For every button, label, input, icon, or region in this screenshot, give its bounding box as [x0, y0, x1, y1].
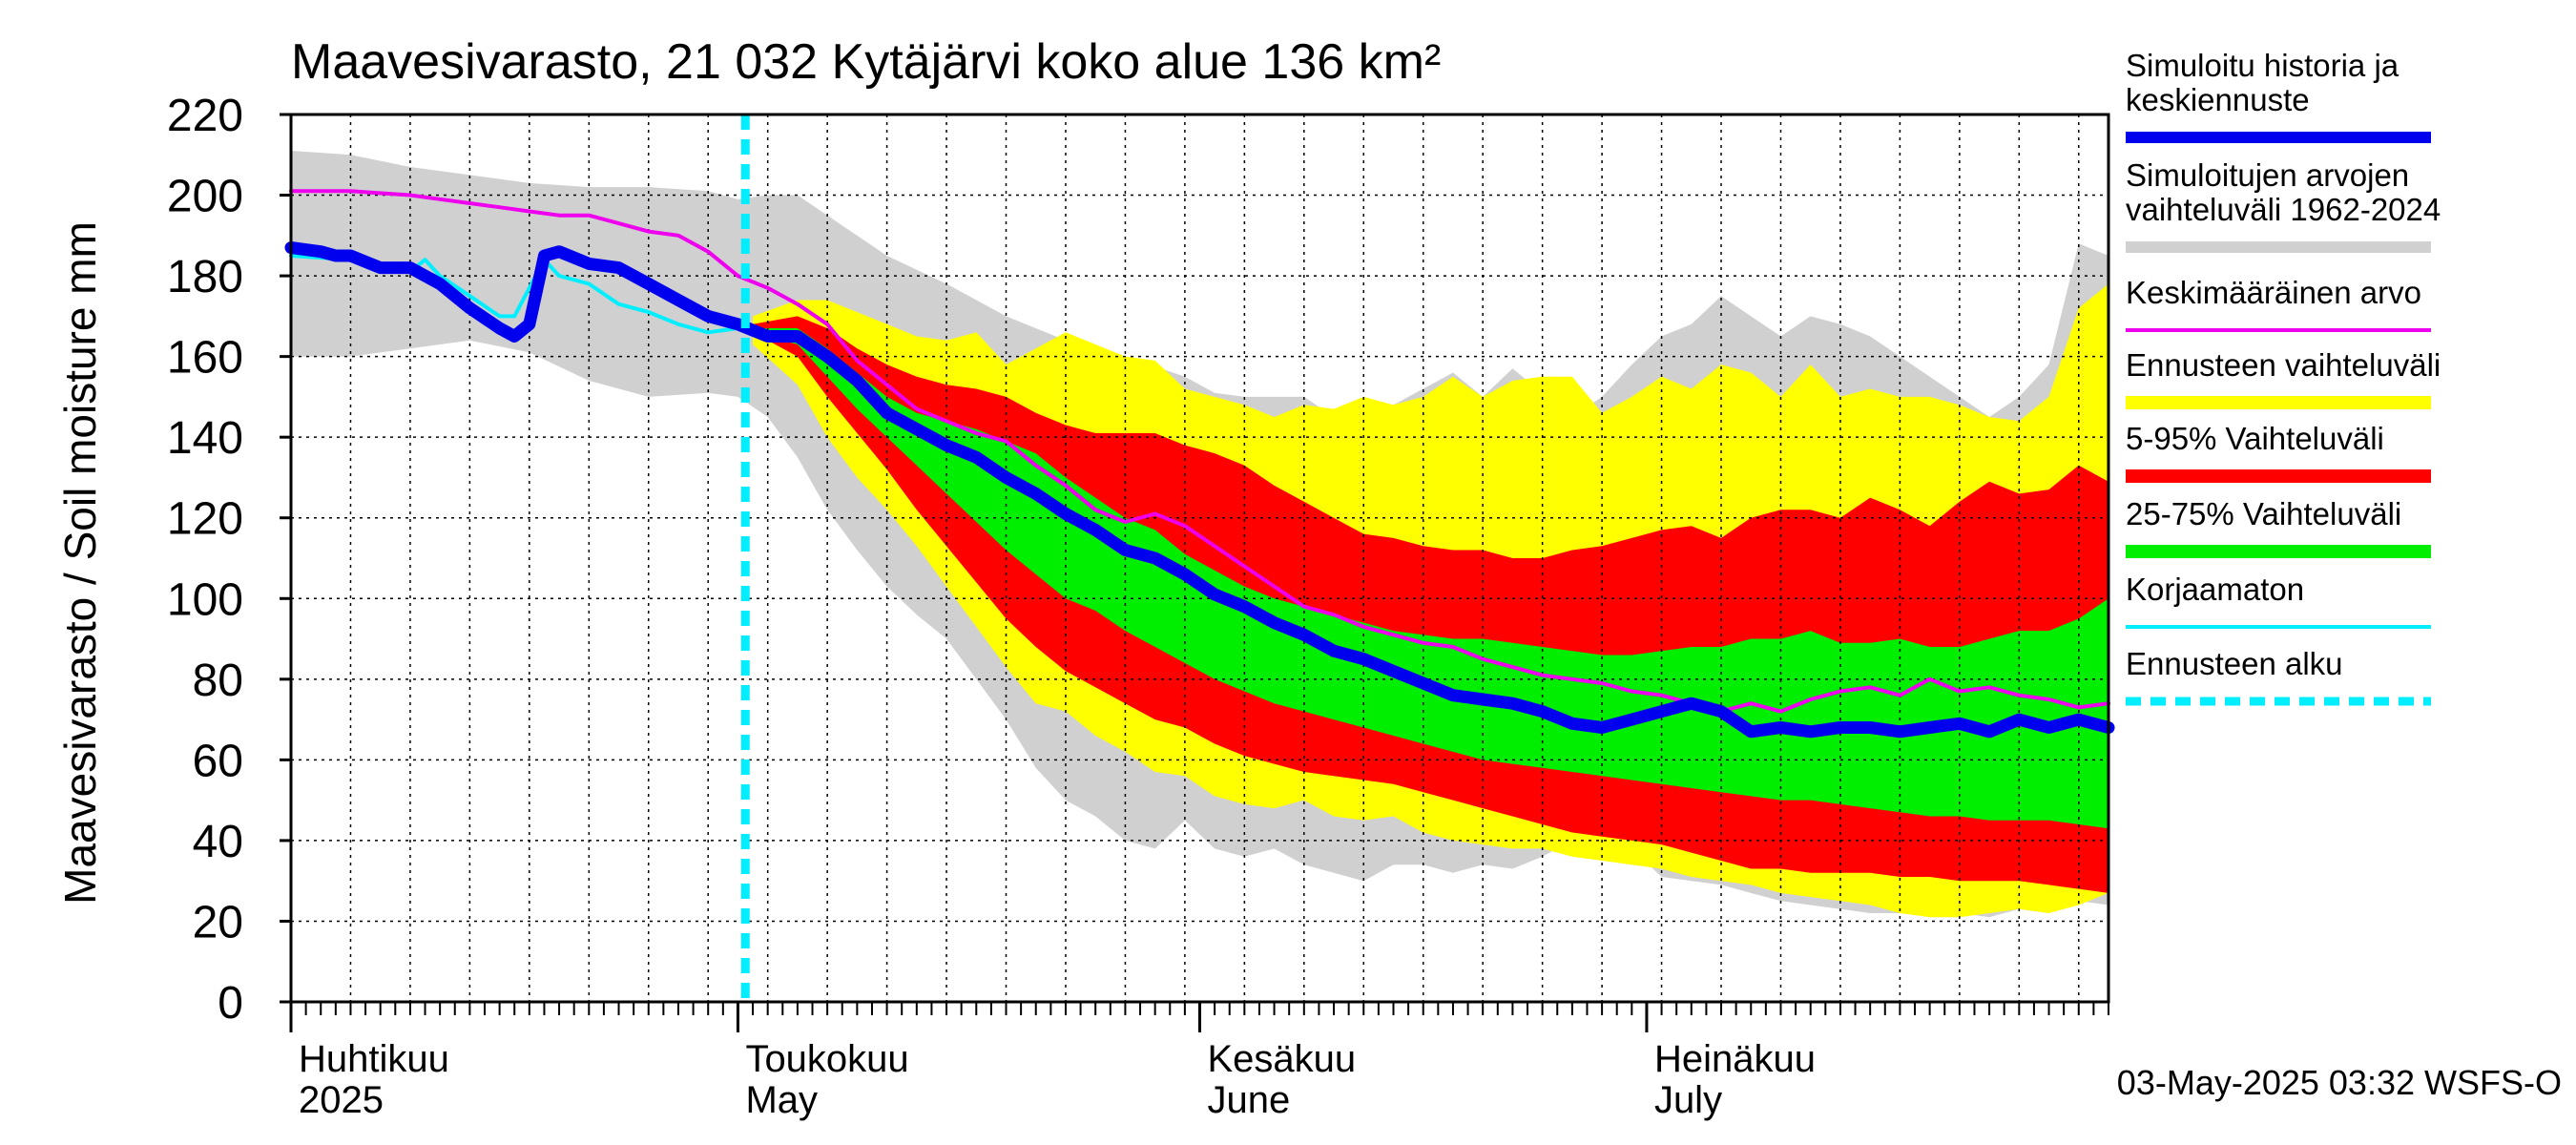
y-tick-label: 180 — [167, 252, 243, 302]
legend-label: vaihteluväli 1962-2024 — [2126, 192, 2441, 227]
y-axis-label: Maavesivarasto / Soil moisture mm — [55, 221, 105, 905]
y-tick-label: 140 — [167, 413, 243, 464]
chart-title: Maavesivarasto, 21 032 Kytäjärvi koko al… — [291, 34, 1441, 90]
legend-label: Ennusteen vaihteluväli — [2126, 347, 2441, 383]
month-label-en: June — [1208, 1079, 1291, 1121]
legend-label: Simuloitu historia ja — [2126, 48, 2399, 83]
plot-area — [284, 114, 2115, 1002]
legend-label: Korjaamaton — [2126, 572, 2304, 607]
y-tick-label: 0 — [218, 978, 243, 1029]
y-tick-label: 80 — [193, 656, 243, 706]
y-tick-label: 160 — [167, 333, 243, 384]
timestamp-label: 03-May-2025 03:32 WSFS-O — [2117, 1063, 2562, 1102]
legend-label: 5-95% Vaihteluväli — [2126, 421, 2384, 456]
history-forecast-line — [284, 241, 2115, 739]
y-tick-label: 40 — [193, 817, 243, 867]
month-label: Heinäkuu — [1654, 1038, 1816, 1080]
month-label-en: July — [1654, 1079, 1722, 1121]
y-tick-label: 20 — [193, 897, 243, 947]
month-label: Huhtikuu — [299, 1038, 449, 1080]
axes: 0 20 40 60 80 100 120 140 160 180 200 220 Huhtikuu20… — [167, 91, 2110, 1121]
y-tick-label: 200 — [167, 172, 243, 222]
month-label: Kesäkuu — [1208, 1038, 1357, 1080]
month-label-en: May — [745, 1079, 818, 1121]
legend-label: keskiennuste — [2126, 82, 2310, 117]
y-tick-label: 60 — [193, 736, 243, 786]
y-tick-label: 120 — [167, 494, 243, 545]
y-tick-label: 100 — [167, 574, 243, 625]
legend-label: Simuloitujen arvojen — [2126, 157, 2409, 193]
legend-label: 25-75% Vaihteluväli — [2126, 496, 2401, 531]
p25-75-band — [753, 328, 2109, 829]
legend-label: Ennusteen alku — [2126, 646, 2343, 681]
month-label: Toukokuu — [745, 1038, 908, 1080]
month-label-en: 2025 — [299, 1079, 384, 1121]
legend-label: Keskimääräinen arvo — [2126, 275, 2421, 310]
y-tick-label: 220 — [167, 91, 243, 141]
mean-line — [289, 189, 2110, 714]
